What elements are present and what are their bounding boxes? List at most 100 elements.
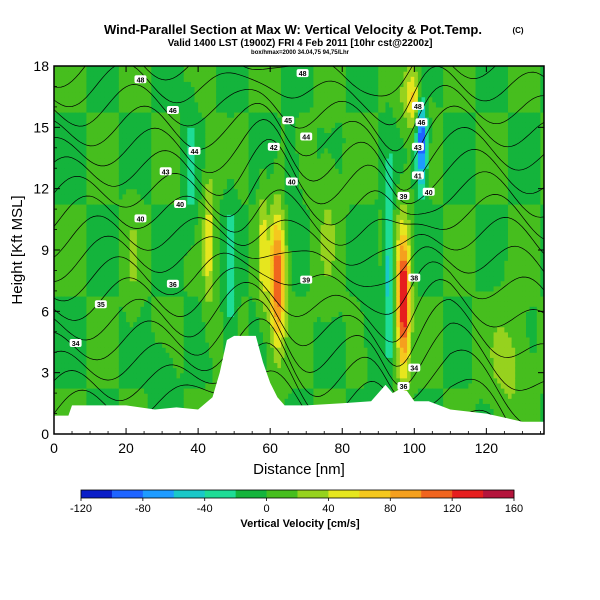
- velocity-cell: [100, 372, 106, 379]
- velocity-cell: [75, 71, 80, 77]
- velocity-cell: [126, 132, 131, 139]
- velocity-cell: [190, 290, 196, 297]
- velocity-cell: [248, 142, 253, 149]
- velocity-cell: [194, 122, 199, 128]
- velocity-cell: [64, 66, 70, 72]
- velocity-cell: [205, 122, 210, 128]
- velocity-cell: [194, 198, 199, 205]
- velocity-cell: [129, 91, 134, 98]
- velocity-cell: [277, 137, 282, 144]
- velocity-cell: [244, 270, 250, 277]
- velocity-cell: [299, 224, 304, 231]
- velocity-cell: [198, 117, 203, 123]
- velocity-cell: [291, 101, 296, 108]
- velocity-cell: [277, 66, 282, 72]
- velocity-cell: [299, 398, 304, 404]
- velocity-cell: [223, 91, 228, 98]
- velocity-cell: [72, 132, 77, 139]
- velocity-cell: [226, 275, 232, 282]
- velocity-cell: [277, 224, 282, 231]
- velocity-cell: [162, 352, 167, 358]
- velocity-cell: [172, 285, 178, 292]
- velocity-cell: [79, 229, 84, 236]
- velocity-cell: [158, 209, 163, 215]
- velocity-cell: [205, 250, 210, 256]
- velocity-cell: [252, 224, 257, 231]
- velocity-cell: [64, 142, 70, 149]
- velocity-cell: [226, 239, 232, 246]
- velocity-cell: [162, 198, 167, 205]
- velocity-cell: [291, 321, 296, 328]
- velocity-cell: [144, 178, 149, 185]
- velocity-cell: [183, 101, 188, 108]
- velocity-cell: [280, 367, 286, 374]
- velocity-cell: [212, 306, 217, 312]
- velocity-cell: [158, 137, 163, 144]
- velocity-cell: [205, 336, 210, 343]
- velocity-cell: [111, 336, 116, 343]
- velocity-cell: [299, 173, 304, 180]
- velocity-cell: [147, 357, 152, 364]
- velocity-cell: [277, 96, 282, 103]
- velocity-cell: [68, 193, 73, 200]
- velocity-cell: [237, 219, 242, 226]
- velocity-cell: [151, 188, 156, 195]
- velocity-cell: [165, 112, 170, 118]
- velocity-cell: [54, 229, 59, 236]
- velocity-cell: [176, 86, 181, 93]
- velocity-cell: [194, 168, 199, 174]
- velocity-cell: [190, 81, 196, 88]
- velocity-cell: [86, 106, 91, 113]
- velocity-cell: [288, 91, 293, 98]
- velocity-cell: [248, 168, 253, 174]
- velocity-cell: [61, 382, 66, 389]
- velocity-cell: [194, 91, 199, 98]
- velocity-cell: [216, 270, 221, 277]
- velocity-cell: [61, 183, 66, 190]
- velocity-cell: [252, 244, 257, 251]
- velocity-cell: [230, 198, 235, 205]
- velocity-cell: [57, 71, 62, 77]
- velocity-cell: [295, 198, 300, 205]
- velocity-cell: [97, 137, 102, 144]
- velocity-cell: [147, 234, 152, 241]
- velocity-cell: [277, 229, 282, 236]
- velocity-cell: [219, 255, 224, 261]
- velocity-cell: [129, 76, 134, 82]
- velocity-cell: [108, 285, 113, 292]
- velocity-cell: [190, 336, 196, 343]
- velocity-cell: [288, 183, 293, 190]
- velocity-cell: [64, 388, 70, 394]
- velocity-cell: [126, 367, 131, 374]
- velocity-cell: [183, 142, 188, 149]
- velocity-cell: [230, 331, 235, 338]
- velocity-cell: [284, 66, 289, 72]
- velocity-cell: [266, 209, 271, 215]
- velocity-cell: [90, 178, 95, 185]
- velocity-cell: [273, 91, 278, 98]
- velocity-cell: [61, 204, 66, 210]
- velocity-cell: [158, 250, 163, 256]
- velocity-cell: [147, 229, 152, 236]
- velocity-cell: [54, 403, 59, 410]
- velocity-cell: [201, 81, 206, 88]
- velocity-cell: [72, 224, 77, 231]
- velocity-cell: [299, 178, 304, 185]
- velocity-cell: [115, 163, 120, 169]
- velocity-cell: [133, 188, 138, 195]
- velocity-cell: [111, 132, 116, 139]
- velocity-cell: [118, 362, 124, 369]
- velocity-cell: [118, 326, 124, 333]
- velocity-cell: [180, 331, 185, 338]
- velocity-cell: [151, 250, 156, 256]
- velocity-cell: [169, 204, 174, 210]
- velocity-cell: [226, 285, 232, 292]
- velocity-cell: [93, 296, 98, 302]
- velocity-cell: [208, 362, 214, 369]
- velocity-cell: [284, 137, 289, 144]
- velocity-cell: [90, 173, 95, 180]
- velocity-cell: [100, 393, 106, 399]
- velocity-cell: [118, 255, 124, 261]
- velocity-cell: [277, 234, 282, 241]
- velocity-cell: [262, 198, 268, 205]
